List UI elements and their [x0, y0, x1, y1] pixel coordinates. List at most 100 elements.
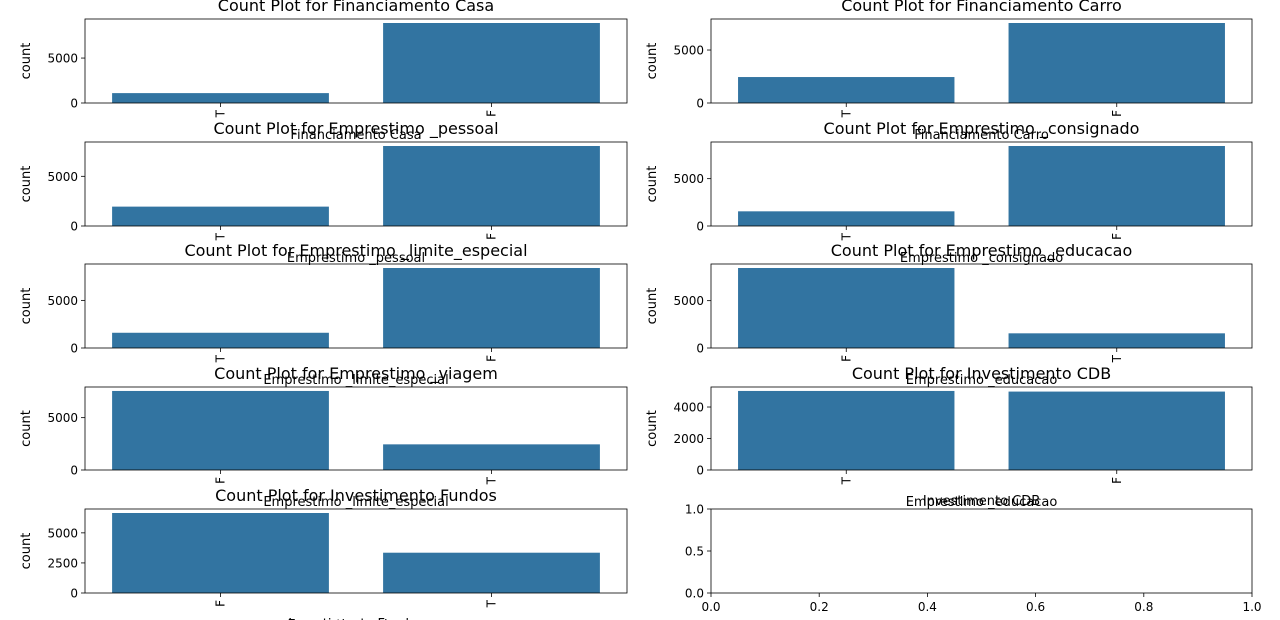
x-axis-label: Emprestimo _limite_especial: [263, 373, 448, 388]
subplot-6: F T 0 5000 count Emprestimo _educacao: [645, 263, 1253, 388]
y-tick-label: 0: [70, 220, 78, 234]
bar: [1008, 23, 1225, 104]
x-tick-label: T: [214, 109, 228, 118]
bar: [383, 552, 600, 593]
x-tick-label: F: [485, 110, 499, 117]
x-tick-label: F: [485, 233, 499, 240]
chart-title: Count Plot for Emprestimo _viagem: [214, 364, 498, 384]
x-tick-label: T: [839, 476, 853, 485]
bar: [738, 390, 955, 470]
y-axis-label: count: [19, 43, 34, 80]
x-axis-label: Emprestimo _educacao: [906, 373, 1058, 388]
chart-title: Count Plot for Emprestimo _limite_especi…: [184, 241, 527, 261]
x-tick-label: F: [214, 600, 228, 607]
y-tick-label: 5000: [47, 526, 78, 540]
x-tick-label: T: [1110, 354, 1124, 363]
axes-frame: [710, 508, 1253, 594]
chart-title: Count Plot for Emprestimo _consignado: [824, 119, 1140, 139]
x-tick-label: 0.2: [810, 600, 829, 614]
y-tick-label: 0: [696, 220, 704, 234]
subplot-3: T F 0 5000 count Emprestimo _pessoal: [19, 141, 628, 266]
bar: [112, 206, 329, 226]
y-tick-label: 5000: [47, 411, 78, 425]
y-axis-label: count: [645, 43, 660, 80]
x-axis-label: Emprestimo _educacao: [906, 495, 1058, 510]
y-tick-label: 0: [70, 342, 78, 356]
subplot-7: F T 0 5000 count Emprestimo _limite_especial: [19, 386, 628, 510]
bar: [112, 513, 329, 593]
y-tick-label: 5000: [673, 172, 704, 186]
bar: [738, 211, 955, 226]
y-tick-label: 5000: [673, 294, 704, 308]
axes-frame: [84, 141, 628, 227]
chart-title: Count Plot for Investimento Fundos: [215, 486, 497, 505]
y-axis-label: count: [645, 166, 660, 203]
bar: [1008, 146, 1225, 226]
bar: [383, 23, 600, 103]
x-axis-label: Investimento Fundos: [288, 617, 424, 620]
axes-frame: [84, 386, 628, 471]
y-tick-label: 5000: [47, 170, 78, 184]
bar: [738, 268, 955, 348]
axes-frame: [710, 386, 1253, 471]
y-axis-label: count: [645, 288, 660, 325]
bar: [738, 77, 955, 103]
x-tick-label: 0.8: [1134, 600, 1153, 614]
y-tick-label: 0: [696, 97, 704, 111]
y-tick-label: 0: [70, 587, 78, 601]
bar: [112, 93, 329, 103]
subplot-10: 0.0 0.2 0.4 0.6 0.8 1.0 0.0 0.5 1.0 Investimento …: [685, 494, 1262, 614]
axes-frame: [84, 18, 628, 104]
y-tick-label: 1.0: [685, 503, 704, 517]
x-axis-label: Emprestimo _viagem: [287, 618, 424, 620]
bar: [383, 146, 600, 226]
subplot-8: T F 0 2000 4000 count Emprestimo _educacao: [645, 386, 1253, 510]
y-tick-label: 5000: [47, 52, 78, 66]
bar: [112, 332, 329, 348]
y-tick-label: 0: [696, 464, 704, 478]
x-axis-label: Investimento CDB: [923, 494, 1040, 509]
chart-title: Count Plot for Emprestimo _pessoal: [213, 119, 498, 139]
axes-frame: [84, 263, 628, 349]
y-tick-label: 0: [696, 342, 704, 356]
y-tick-label: 5000: [47, 294, 78, 308]
x-tick-label: 0.0: [701, 600, 720, 614]
axes-frame: [710, 141, 1253, 227]
x-tick-label: T: [214, 354, 228, 363]
y-tick-label: 0: [70, 464, 78, 478]
bar: [1008, 391, 1225, 470]
x-tick-label: F: [214, 477, 228, 484]
x-tick-label: T: [839, 109, 853, 118]
x-tick-label: F: [1110, 477, 1124, 484]
x-tick-label: T: [839, 232, 853, 241]
x-axis-label: Financiamento Casa: [290, 128, 421, 143]
y-tick-label: 0.5: [685, 545, 704, 559]
bar: [383, 268, 600, 348]
bar: [112, 390, 329, 470]
subplot-9: F T 0 2500 5000 count Emprestimo _viagem: [19, 508, 628, 620]
y-axis-label: count: [645, 410, 660, 447]
x-axis-label: Financiamento Carro: [914, 128, 1049, 143]
y-axis-label: count: [19, 288, 34, 325]
x-axis-label: Emprestimo _limite_especial: [263, 495, 448, 510]
x-tick-label: F: [839, 355, 853, 362]
y-tick-label: 4000: [673, 401, 704, 415]
x-tick-label: T: [485, 476, 499, 485]
subplot-1: T F 0 5000 count Financiamento Casa: [19, 18, 628, 143]
x-tick-label: 1.0: [1242, 600, 1261, 614]
y-axis-label: count: [19, 166, 34, 203]
chart-title: Count Plot for Investimento CDB: [852, 364, 1111, 383]
x-tick-label: T: [485, 599, 499, 608]
y-tick-label: 0.0: [685, 587, 704, 601]
bar: [1008, 333, 1225, 348]
axes-frame: [710, 18, 1253, 104]
y-axis-label: count: [19, 410, 34, 447]
subplot-5: T F 0 5000 count Emprestimo _limite_especial: [19, 263, 628, 388]
subplot-2: T F 0 5000 count Financiamento Carro: [645, 18, 1253, 143]
y-tick-label: 2000: [673, 432, 704, 446]
x-axis-label: Emprestimo _consignado: [900, 251, 1063, 266]
axes-frame: [710, 263, 1253, 349]
bar: [383, 444, 600, 470]
x-tick-label: 0.6: [1026, 600, 1045, 614]
